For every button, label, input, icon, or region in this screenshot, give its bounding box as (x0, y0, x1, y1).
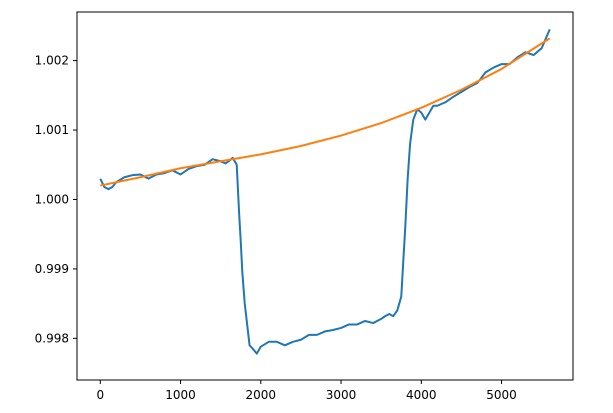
x-tick-label: 1000 (165, 388, 196, 402)
x-tick-label: 3000 (326, 388, 357, 402)
y-tick-label: 1.002 (35, 54, 69, 68)
x-tick-label: 0 (96, 388, 104, 402)
y-tick-label: 1.001 (35, 123, 69, 137)
x-axis: 0 1000 2000 3000 4000 5000 (96, 380, 517, 402)
y-tick-label: 1.000 (35, 192, 69, 206)
y-tick-label: 0.999 (35, 262, 69, 276)
x-tick-label: 2000 (246, 388, 277, 402)
series-line-1 (99, 28, 551, 355)
series-line-2 (100, 37, 551, 187)
x-tick-label: 4000 (406, 388, 437, 402)
series-layer (99, 28, 551, 355)
y-axis: 0.998 0.999 1.000 1.001 1.002 (35, 54, 77, 345)
y-tick-label: 0.998 (35, 331, 69, 345)
plot-frame (76, 11, 574, 381)
x-tick-label: 5000 (486, 388, 517, 402)
